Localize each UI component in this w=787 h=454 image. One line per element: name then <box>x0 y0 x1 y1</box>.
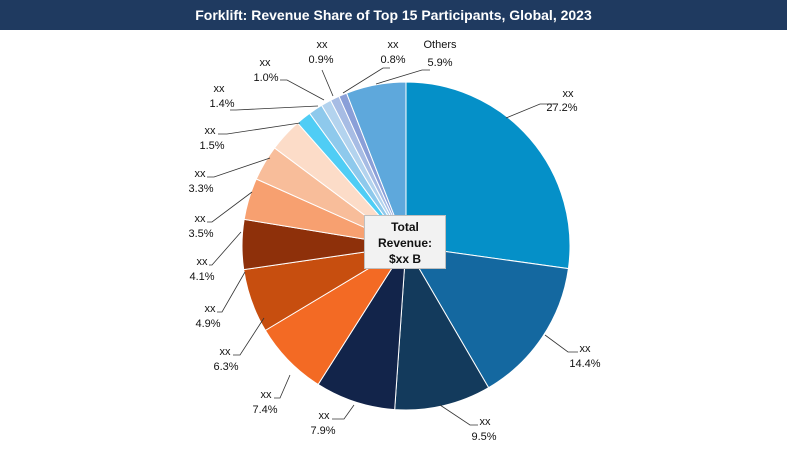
slice-percent-label-11: 1.5% <box>199 140 224 152</box>
slice-percent-label-5: 7.4% <box>252 404 277 416</box>
slice-name-label-3: xx <box>480 416 492 428</box>
leader-line-13 <box>280 79 325 101</box>
slice-name-label-5: xx <box>261 389 273 401</box>
leader-line-6 <box>233 317 265 356</box>
leader-line-4 <box>332 404 355 420</box>
pie-slice-3 <box>394 244 490 411</box>
leader-line-12 <box>230 105 319 111</box>
leader-line-14 <box>321 69 334 97</box>
total-revenue-box: Total Revenue: $xx B <box>364 215 446 269</box>
slice-percent-label-10: 3.3% <box>188 183 213 195</box>
slice-percent-label-2: 14.4% <box>569 358 600 370</box>
slice-name-label-9: xx <box>195 213 207 225</box>
slice-name-label-16: Others <box>423 39 457 51</box>
slice-percent-label-7: 4.9% <box>195 318 220 330</box>
slice-name-label-13: xx <box>260 57 272 69</box>
slice-percent-label-16: 5.9% <box>427 57 452 69</box>
leader-line-5 <box>274 374 291 399</box>
slice-percent-label-14: 0.9% <box>308 54 333 66</box>
leader-line-2 <box>544 334 578 353</box>
leader-line-1 <box>505 103 556 119</box>
slice-name-label-15: xx <box>388 39 400 51</box>
pie-slice-2 <box>405 245 570 389</box>
center-line-3: $xx B <box>388 252 422 266</box>
center-line-1: Total <box>391 220 419 234</box>
leader-line-16 <box>375 69 430 85</box>
slice-name-label-7: xx <box>205 303 217 315</box>
leader-line-10 <box>207 157 271 178</box>
slice-name-label-14: xx <box>317 39 329 51</box>
leader-line-11 <box>218 122 301 135</box>
pie-slice-1 <box>405 81 571 270</box>
slice-percent-label-13: 1.0% <box>253 72 278 84</box>
slice-name-label-8: xx <box>197 256 209 268</box>
slice-name-label-6: xx <box>220 346 232 358</box>
slice-percent-label-12: 1.4% <box>209 98 234 110</box>
leader-line-3 <box>439 404 478 426</box>
center-line-2: Revenue: <box>377 236 433 250</box>
leader-line-9 <box>207 191 253 223</box>
slice-percent-label-1: 27.2% <box>546 102 577 114</box>
slice-name-label-2: xx <box>580 343 592 355</box>
slice-percent-label-9: 3.5% <box>188 228 213 240</box>
slice-name-label-10: xx <box>195 168 207 180</box>
leader-line-15 <box>342 67 390 94</box>
slice-percent-label-3: 9.5% <box>471 431 496 443</box>
slice-name-label-12: xx <box>214 83 226 95</box>
leader-line-7 <box>217 271 246 313</box>
slice-name-label-4: xx <box>319 410 331 422</box>
slice-percent-label-6: 6.3% <box>213 361 238 373</box>
chart-title: Forklift: Revenue Share of Top 15 Partic… <box>0 0 787 30</box>
leader-line-8 <box>209 231 242 266</box>
slice-name-label-11: xx <box>205 125 217 137</box>
slice-percent-label-4: 7.9% <box>310 425 335 437</box>
pie-chart: xx 27.2% xx 14.4% xx 9.5% xx 7.9% xx 7.4% xx 6.3% xx… <box>188 39 600 443</box>
pie-slice-16 <box>345 81 407 247</box>
slice-name-label-1: xx <box>563 88 575 100</box>
slice-percent-label-8: 4.1% <box>189 271 214 283</box>
slice-percent-label-15: 0.8% <box>380 54 405 66</box>
